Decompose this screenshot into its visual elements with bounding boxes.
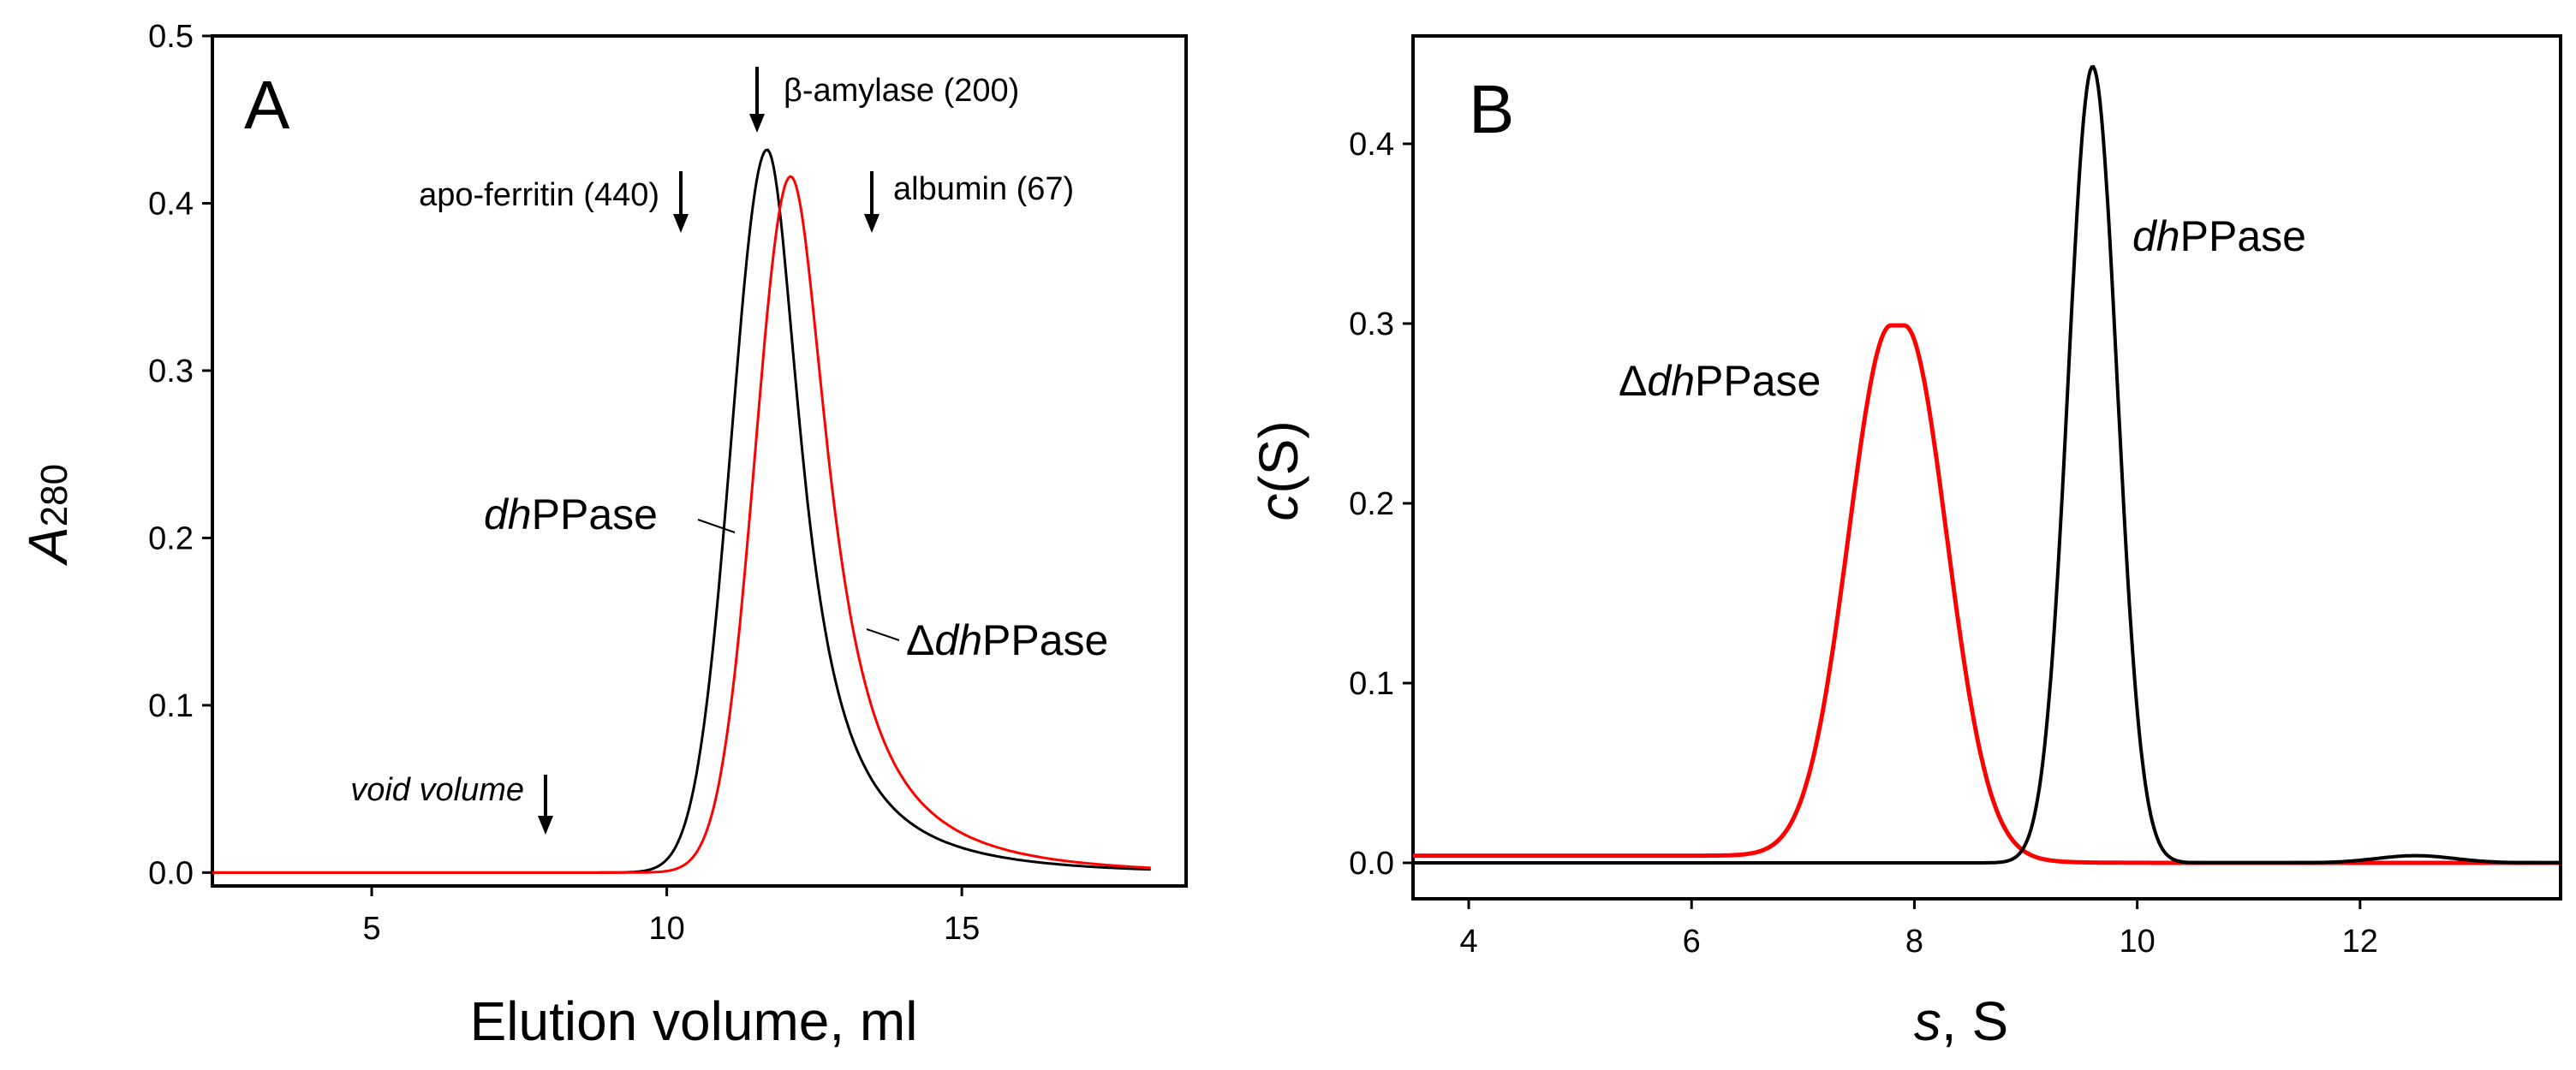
- marker-arrow-head: [749, 114, 765, 133]
- y-tick-label: 0.0: [1349, 846, 1394, 882]
- panel-b-y-axis-title: c(S): [1248, 420, 1309, 520]
- y-title-subscript: 280: [33, 464, 75, 526]
- y-tick-label: 0.2: [1349, 486, 1394, 522]
- x-tick-label: 5: [362, 911, 380, 947]
- panel-b-curves: [1413, 64, 2561, 865]
- y-tick-label: 0.3: [148, 354, 194, 389]
- y-title-main: A: [17, 526, 79, 567]
- panel-b-x-axis-title: s, S: [1914, 990, 2008, 1052]
- marker-label: β-amylase (200): [784, 73, 1019, 109]
- y-tick-label: 0.0: [148, 855, 194, 891]
- panel-a-y-ticks: 0.0 0.1 0.2 0.3 0.4 0.5: [148, 19, 212, 891]
- y-tick-label: 0.3: [1349, 306, 1394, 342]
- panel-b-y-ticks: 0.0 0.1 0.2 0.3 0.4: [1349, 127, 1413, 882]
- y-tick-label: 0.1: [148, 688, 194, 724]
- y-tick-label: 0.4: [148, 186, 194, 222]
- x-tick-label: 4: [1459, 924, 1477, 960]
- x-tick-label: 15: [944, 911, 980, 947]
- panel-a-x-axis-title: Elution volume, ml: [470, 990, 918, 1052]
- marker-arrow-head: [673, 214, 689, 233]
- panel-b-plot-frame: [1411, 34, 2562, 901]
- panel-b: 0.0 0.1 0.2 0.3 0.4 4 6 8 10 12 B s, S c(S) dhPP…: [1248, 34, 2562, 1052]
- panel-a-plot-frame: [211, 34, 1188, 888]
- series-line-delta-dhppase: [212, 175, 1151, 874]
- marker-arrow-head: [864, 214, 880, 233]
- panel-a-x-ticks: 5 10 15: [362, 886, 980, 947]
- y-tick-label: 0.2: [148, 520, 194, 556]
- panel-a-curves: [212, 148, 1151, 874]
- x-tick-label: 6: [1683, 924, 1701, 960]
- series-line-delta-dhppase: [1413, 323, 2561, 865]
- panel-b-series-label-dhppase: dhPPase: [2132, 212, 2306, 260]
- panel-a-series-label-dhppase: dhPPase: [484, 490, 658, 538]
- y-tick-label: 0.5: [148, 19, 194, 55]
- panel-a-letter: A: [244, 67, 290, 143]
- panel-b-letter: B: [1469, 71, 1514, 147]
- marker-label: void volume: [350, 772, 524, 808]
- panel-b-x-ticks: 4 6 8 10 12: [1459, 899, 2378, 960]
- panel-a-series-label-delta-dhppase: ΔdhPPase: [906, 616, 1108, 664]
- y-tick-label: 0.4: [1349, 127, 1394, 163]
- series-line-dhppase: [1413, 64, 2561, 865]
- panel-a: 0.0 0.1 0.2 0.3 0.4 0.5 5 10 15 void volume apo-…: [17, 19, 1188, 1052]
- panel-a-leader-dhppase: [697, 519, 736, 533]
- panel-a-markers: void volume apo-ferritin (440) β-amylase (…: [350, 67, 1074, 835]
- y-tick-label: 0.1: [1349, 666, 1394, 702]
- marker-label: apo-ferritin (440): [419, 177, 659, 213]
- marker-arrow-head: [538, 816, 553, 835]
- x-tick-label: 10: [2119, 924, 2155, 960]
- marker-label: albumin (67): [893, 171, 1074, 207]
- x-tick-label: 12: [2342, 924, 2378, 960]
- panel-b-series-label-delta-dhppase: ΔdhPPase: [1619, 357, 1821, 405]
- panel-a-leader-delta-dhppase: [866, 628, 900, 641]
- x-tick-label: 10: [648, 911, 684, 947]
- x-tick-label: 8: [1905, 924, 1923, 960]
- panel-a-y-axis-title: A280: [17, 464, 79, 567]
- series-line-dhppase: [212, 148, 1151, 874]
